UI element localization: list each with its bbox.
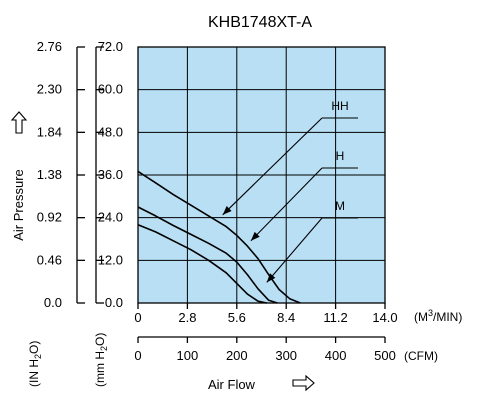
series-group bbox=[137, 170, 301, 304]
x-tick-label-m3min: 2.8 bbox=[178, 310, 196, 325]
plot-frame bbox=[137, 46, 386, 304]
y-unit-inh2o-sub: 2 bbox=[33, 354, 43, 359]
y-tick-label-inh2o: 1.38 bbox=[37, 167, 62, 182]
x-tick-label-cfm: 100 bbox=[177, 348, 199, 363]
x-ticks: 0 2.8 5.6 8.4 11.2 14.0 0 100 200 300 400 500 bbox=[134, 303, 398, 363]
leader-pointer-h bbox=[250, 167, 323, 242]
chart-title: KHB1748XT-A bbox=[208, 14, 312, 31]
series-line-m bbox=[137, 224, 267, 304]
y-tick-label-inh2o: 0.46 bbox=[37, 252, 62, 267]
arrowhead-m bbox=[266, 273, 276, 283]
y-unit-inh2o: (IN H2O) bbox=[27, 341, 43, 387]
x-tick-label-m3min: 14.0 bbox=[372, 310, 397, 325]
y-tick-label-inh2o: 0.92 bbox=[37, 210, 62, 225]
arrowhead-h bbox=[250, 231, 260, 241]
grid-lines bbox=[138, 47, 385, 303]
y-tick-label-mmh2o: 60.0 bbox=[98, 82, 123, 97]
x-tick-label-cfm: 500 bbox=[374, 348, 396, 363]
x-tick-label-m3min: 0 bbox=[134, 310, 141, 325]
arrowhead-hh bbox=[222, 206, 232, 215]
x-axis-label: Air Flow bbox=[208, 377, 256, 392]
leader-pointer-hh bbox=[222, 117, 323, 216]
y-tick-label-inh2o: 2.30 bbox=[37, 82, 62, 97]
y-tick-label-inh2o: 2.76 bbox=[37, 39, 62, 54]
series-line-h bbox=[137, 206, 278, 304]
curve-label-hh: HH bbox=[331, 99, 348, 113]
y-unit-mmh2o-sub: 2 bbox=[99, 346, 109, 351]
x-unit-cfm: (CFM) bbox=[404, 349, 438, 363]
y-tick-label-inh2o: 0.0 bbox=[44, 295, 62, 310]
y-ticks: 0.0 0.0 0.46 12.0 0.92 24.0 1.38 36.0 1.84 48.0 2.… bbox=[37, 39, 123, 310]
x-unit-m3min: (M3/MIN) bbox=[414, 308, 462, 324]
y-unit-inh2o-rest: O) bbox=[27, 341, 41, 354]
y-unit-mmh2o: (mm H2O) bbox=[93, 333, 109, 387]
x-tick-label-cfm: 0 bbox=[134, 348, 141, 363]
x-unit-rest: /MIN) bbox=[433, 310, 462, 324]
x-tick-label-m3min: 5.6 bbox=[228, 310, 246, 325]
x-tick-label-cfm: 300 bbox=[275, 348, 297, 363]
curve-label-m: M bbox=[335, 199, 345, 213]
y-unit-mmh2o-rest: O) bbox=[93, 333, 107, 346]
y-tick-label-mmh2o: 24.0 bbox=[98, 210, 123, 225]
arrow-right-icon bbox=[292, 374, 315, 392]
leader-pointer-m bbox=[266, 217, 323, 283]
x-unit-superscript: 3 bbox=[428, 308, 433, 318]
x-tick-label-m3min: 11.2 bbox=[323, 310, 347, 325]
y-tick-label-mmh2o: 12.0 bbox=[98, 252, 123, 267]
curve-label-h: H bbox=[336, 149, 345, 163]
y-tick-label-mmh2o: 72.0 bbox=[98, 39, 123, 54]
x-tick-label-cfm: 200 bbox=[226, 348, 248, 363]
arrow-up-icon bbox=[10, 111, 28, 134]
y-axis-label: Air Pressure bbox=[11, 169, 26, 241]
x-tick-label-cfm: 400 bbox=[325, 348, 347, 363]
x-tick-label-m3min: 8.4 bbox=[277, 310, 295, 325]
y-tick-label-mmh2o: 36.0 bbox=[98, 167, 123, 182]
y-tick-label-mmh2o: 0.0 bbox=[105, 295, 123, 310]
y-tick-label-mmh2o: 48.0 bbox=[98, 124, 123, 139]
series-line-hh bbox=[137, 170, 301, 304]
y-tick-label-inh2o: 1.84 bbox=[37, 124, 62, 139]
